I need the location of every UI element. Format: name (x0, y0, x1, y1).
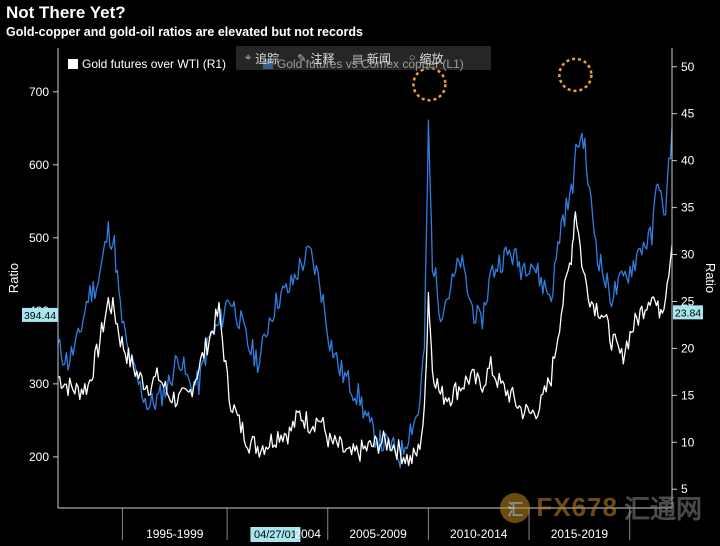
right-tick-label: 40 (681, 154, 695, 168)
watermark-text: FX678 (536, 492, 618, 522)
left-tick-label: 300 (29, 377, 49, 391)
chart-toolbar: ⌖ 追踪 ✎ 注释 ▤ 新闻 ○ 缩放 (236, 46, 491, 70)
toolbar-track-button[interactable]: ⌖ 追踪 (236, 50, 288, 67)
right-tick-label: 25 (681, 294, 695, 308)
left-tick-label: 500 (29, 231, 49, 245)
toolbar-annotate-label: 注释 (310, 51, 335, 66)
x-tick-label: 2005-2009 (349, 527, 407, 541)
x-tick-label: 04/27/01 (254, 529, 297, 541)
series-oil (58, 211, 673, 467)
right-tick-label: 35 (681, 201, 695, 215)
left-value-tag-label: 394.44 (24, 310, 56, 322)
watermark-logo-icon: 汇 (500, 492, 531, 523)
left-axis-label: Ratio (6, 263, 21, 293)
legend-swatch-oil (68, 59, 78, 69)
legend-label-oil: Gold futures over WTI (R1) (82, 57, 226, 71)
right-tick-label: 20 (681, 341, 695, 355)
series-line-copper (57, 119, 673, 469)
right-tick-label: 5 (681, 482, 688, 496)
zoom-icon: ○ (408, 52, 416, 64)
toolbar-annotate-button[interactable]: ✎ 注释 (288, 50, 343, 67)
right-value-tag (673, 305, 703, 320)
right-axis-label: Ratio (703, 263, 718, 293)
toolbar-track-label: 追踪 (255, 51, 280, 66)
watermark-cn: 汇通网 (623, 494, 702, 524)
x-tick-label: 2004 (294, 527, 321, 541)
left-tick-label: 200 (29, 450, 49, 464)
toolbar-news-button[interactable]: ▤ 新闻 (343, 50, 399, 67)
right-tick-label: 30 (681, 248, 695, 262)
page-title: Not There Yet? (6, 3, 126, 22)
page-subtitle: Gold-copper and gold-oil ratios are elev… (6, 25, 363, 39)
highlight-circle (558, 57, 593, 93)
right-tick-label: 45 (681, 107, 695, 121)
right-tick-label: 10 (681, 435, 695, 449)
left-value-tag (22, 307, 58, 322)
toolbar-zoom-button[interactable]: ○ 缩放 (400, 50, 453, 67)
x-cursor-tag (250, 527, 301, 542)
right-tick-label: 15 (681, 388, 695, 402)
left-tick-label: 600 (29, 158, 49, 172)
axes: 2003004005006007005101520253035404550Rat… (6, 48, 718, 542)
toolbar-zoom-label: 缩放 (419, 51, 444, 66)
series-copper (57, 119, 673, 469)
watermark: 汇 FX678 汇通网 (500, 489, 702, 526)
annotate-icon: ✎ (297, 52, 307, 65)
x-tick-label: 2015-2019 (551, 527, 609, 541)
grid (121, 508, 631, 540)
series-line-oil (58, 211, 673, 467)
right-tick-label: 50 (681, 60, 695, 74)
right-value-tag-label: 23.84 (675, 307, 701, 319)
news-icon: ▤ (352, 52, 363, 65)
toolbar-news-label: 新闻 (366, 51, 391, 66)
x-tick-label: 1995-1999 (146, 527, 204, 541)
x-tick-label: 2010-2014 (450, 527, 508, 541)
pin-icon: ⌖ (245, 51, 252, 64)
left-tick-label: 700 (29, 85, 49, 99)
highlight-circle (412, 66, 447, 102)
